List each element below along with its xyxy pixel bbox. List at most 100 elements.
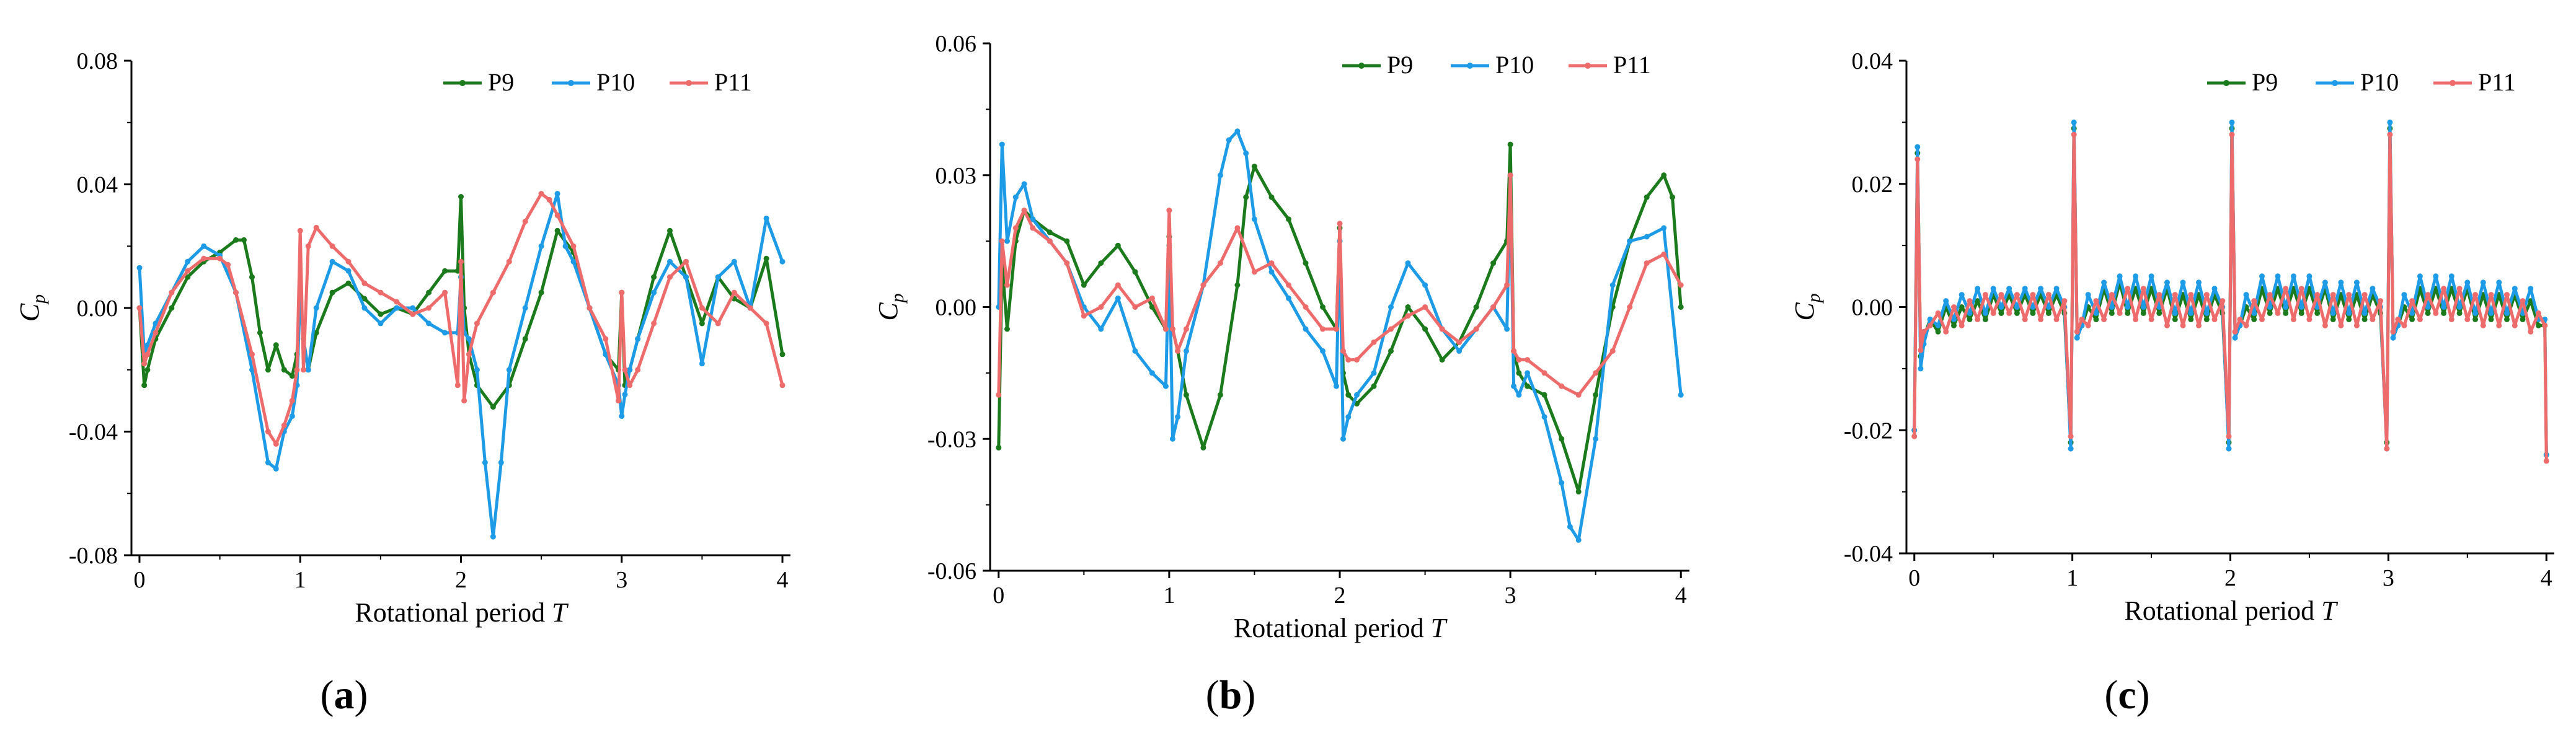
data-point-p9 — [2520, 316, 2526, 322]
data-point-p9 — [2030, 310, 2036, 316]
data-point-p11 — [1541, 370, 1547, 376]
data-point-p10 — [265, 459, 271, 465]
data-point-p11 — [2283, 286, 2289, 292]
data-point-p10 — [562, 243, 569, 249]
x-axis-title-text: Rotational period — [355, 597, 552, 628]
x-tick-label: 0 — [133, 567, 145, 593]
data-point-p9 — [1644, 194, 1650, 200]
data-point-p11 — [763, 320, 769, 327]
data-point-p11 — [141, 361, 148, 367]
data-point-p10 — [1340, 436, 1346, 442]
data-point-p9 — [763, 255, 769, 262]
data-point-p11 — [538, 191, 544, 196]
data-point-p11 — [2109, 292, 2115, 298]
data-point-p11 — [1967, 298, 1973, 304]
data-point-p11 — [570, 243, 577, 249]
data-point-p10 — [2006, 286, 2012, 292]
data-point-p9 — [1593, 392, 1599, 398]
data-point-p9 — [1959, 304, 1965, 310]
data-point-p10 — [622, 392, 628, 398]
data-point-p11 — [1004, 282, 1010, 288]
x-axis-title: Rotational period T — [2124, 596, 2339, 626]
data-point-p11 — [2148, 316, 2154, 322]
caption-letter: c — [2118, 672, 2136, 718]
data-point-p11 — [169, 289, 175, 296]
data-point-p10 — [1334, 383, 1339, 389]
data-point-p11 — [1422, 304, 1428, 310]
data-point-p11 — [2030, 292, 2036, 298]
data-point-p10 — [1593, 436, 1599, 442]
data-point-p10 — [1609, 282, 1616, 288]
x-axis-title-variable: T — [1431, 613, 1448, 643]
data-point-p9 — [378, 311, 384, 317]
data-point-p9 — [1439, 357, 1445, 363]
data-point-p9 — [249, 274, 255, 280]
legend-label-p11: P11 — [714, 68, 752, 96]
data-point-p10 — [1575, 537, 1582, 543]
data-point-p10 — [1990, 286, 1996, 292]
data-point-p11 — [2220, 298, 2226, 304]
data-point-p9 — [1268, 194, 1275, 200]
caption-close-paren: ) — [1242, 672, 1255, 718]
x-axis-title-text: Rotational period — [1234, 613, 1431, 643]
data-point-p11 — [1927, 322, 1933, 328]
data-point-p10 — [1162, 383, 1169, 389]
data-point-p10 — [2409, 310, 2415, 316]
data-point-p10 — [1511, 383, 1517, 389]
data-point-p9 — [2346, 316, 2352, 322]
data-point-p10 — [699, 361, 705, 367]
data-point-p10 — [1982, 310, 1988, 316]
legend-marker-p11 — [2450, 80, 2456, 86]
data-point-p9 — [273, 342, 279, 348]
caption-letter: b — [1219, 672, 1242, 718]
data-point-p11 — [2071, 131, 2077, 138]
data-point-p11 — [1340, 348, 1346, 354]
data-point-p11 — [1439, 326, 1445, 332]
data-point-p11 — [1998, 292, 2004, 298]
data-point-p9 — [1243, 194, 1249, 200]
data-point-p11 — [779, 382, 786, 389]
data-point-p11 — [1334, 326, 1339, 332]
data-point-p9 — [2140, 310, 2146, 316]
data-point-p11 — [2472, 292, 2479, 298]
data-point-p11 — [996, 392, 1002, 398]
data-point-p9 — [281, 367, 287, 373]
data-point-p11 — [2504, 292, 2510, 298]
data-point-p11 — [2480, 322, 2486, 328]
data-point-p9 — [1303, 260, 1309, 266]
data-point-p10 — [2148, 273, 2154, 279]
data-point-p9 — [2014, 310, 2020, 316]
data-point-p9 — [1975, 298, 1981, 304]
chart-panel-a: -0.08 -0.04 0.00 0.04 0.08 0 1 2 3 4 Rotational pe… — [14, 48, 790, 718]
data-point-p10 — [2390, 335, 2396, 341]
x-tick-label: 0 — [1908, 565, 1920, 591]
data-point-p11 — [2417, 316, 2423, 322]
y-axis-title: Cp — [14, 294, 49, 322]
y-axis-title: Cp — [873, 293, 908, 320]
data-point-p11 — [225, 262, 231, 268]
data-point-p9 — [1234, 282, 1241, 288]
data-point-p11 — [1559, 383, 1565, 389]
data-point-p9 — [1670, 194, 1675, 200]
data-point-p10 — [2456, 304, 2463, 310]
data-point-p11 — [1030, 225, 1036, 231]
data-point-p10 — [2068, 446, 2074, 452]
data-point-p11 — [1162, 326, 1169, 332]
data-point-p9 — [538, 289, 544, 296]
data-point-p10 — [1149, 370, 1155, 376]
data-point-p10 — [2243, 292, 2249, 298]
data-point-p11 — [1354, 357, 1360, 363]
data-point-p9 — [2456, 310, 2463, 316]
data-point-p11 — [2448, 316, 2454, 322]
data-point-p11 — [2156, 292, 2162, 298]
data-point-p9 — [1405, 304, 1411, 310]
data-point-p10 — [715, 274, 721, 280]
data-point-p11 — [2275, 310, 2281, 316]
x-axis-title: Rotational period T — [1234, 613, 1448, 643]
data-point-p11 — [1047, 238, 1053, 244]
data-point-p10 — [2291, 273, 2296, 279]
data-point-p10 — [1975, 286, 1981, 292]
data-point-p10 — [538, 243, 544, 249]
legend-label-p10: P10 — [2360, 68, 2399, 96]
data-point-p10 — [2353, 279, 2360, 286]
